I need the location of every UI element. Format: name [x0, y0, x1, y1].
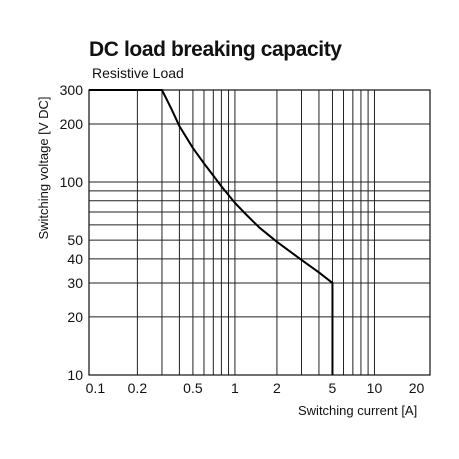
x-tick-label: 0.2 [128, 380, 148, 396]
plot-frame [88, 89, 431, 376]
x-tick-label: 5 [329, 380, 337, 396]
y-tick-label: 30 [67, 275, 83, 291]
x-tick-label: 0.5 [183, 380, 203, 396]
plot-border [88, 89, 431, 376]
x-tick-label: 10 [367, 380, 383, 396]
x-tick-label: 2 [273, 380, 281, 396]
x-axis-label: Switching current [A] [298, 403, 418, 418]
y-tick-label: 300 [60, 82, 84, 98]
y-tick-label: 20 [67, 309, 83, 325]
y-tick-labels: 10 20 30 40 50 100 200 300 [60, 82, 84, 383]
series-line [89, 89, 334, 375]
x-tick-label: 1 [231, 380, 239, 396]
y-tick-label: 10 [67, 367, 83, 383]
y-tick-label: 40 [67, 251, 83, 267]
y-tick-label: 50 [67, 232, 83, 248]
series [89, 89, 334, 375]
y-tick-label: 200 [60, 116, 84, 132]
y-tick-label: 100 [60, 174, 84, 190]
grid [89, 89, 430, 376]
x-tick-label: 0.1 [86, 380, 106, 396]
chart-subtitle: Resistive Load [92, 65, 184, 81]
x-tick-labels: 0.1 0.2 0.5 1 2 5 10 20 [86, 380, 425, 396]
x-tick-label: 20 [409, 380, 425, 396]
chart-title: DC load breaking capacity [89, 38, 342, 61]
